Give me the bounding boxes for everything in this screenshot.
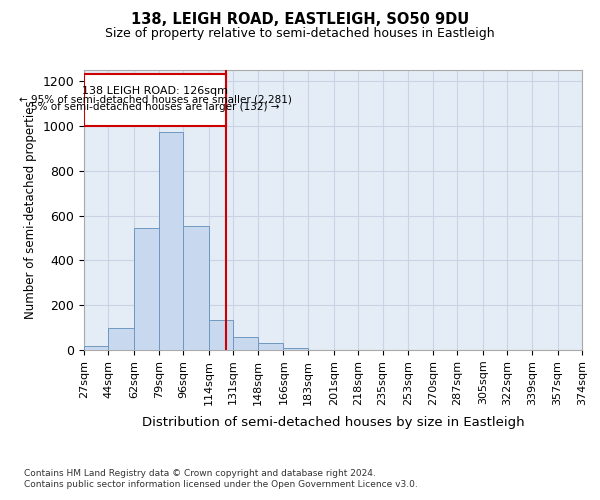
Bar	[183, 226, 209, 350]
Text: ← 95% of semi-detached houses are smaller (2,281): ← 95% of semi-detached houses are smalle…	[19, 94, 292, 104]
Text: 5% of semi-detached houses are larger (132) →: 5% of semi-detached houses are larger (1…	[31, 102, 279, 112]
Text: Contains public sector information licensed under the Open Government Licence v3: Contains public sector information licen…	[24, 480, 418, 489]
Bar	[84, 346, 109, 350]
Bar	[158, 132, 183, 350]
Bar	[134, 228, 158, 350]
Bar	[257, 344, 283, 350]
FancyBboxPatch shape	[84, 74, 226, 126]
Text: Contains HM Land Registry data © Crown copyright and database right 2024.: Contains HM Land Registry data © Crown c…	[24, 469, 376, 478]
Bar	[109, 328, 134, 350]
Bar	[233, 336, 257, 350]
Y-axis label: Number of semi-detached properties: Number of semi-detached properties	[24, 100, 37, 320]
X-axis label: Distribution of semi-detached houses by size in Eastleigh: Distribution of semi-detached houses by …	[142, 416, 524, 429]
Text: 138 LEIGH ROAD: 126sqm: 138 LEIGH ROAD: 126sqm	[82, 86, 228, 97]
Bar	[209, 320, 233, 350]
Text: 138, LEIGH ROAD, EASTLEIGH, SO50 9DU: 138, LEIGH ROAD, EASTLEIGH, SO50 9DU	[131, 12, 469, 28]
Text: Size of property relative to semi-detached houses in Eastleigh: Size of property relative to semi-detach…	[105, 28, 495, 40]
Bar	[283, 348, 308, 350]
